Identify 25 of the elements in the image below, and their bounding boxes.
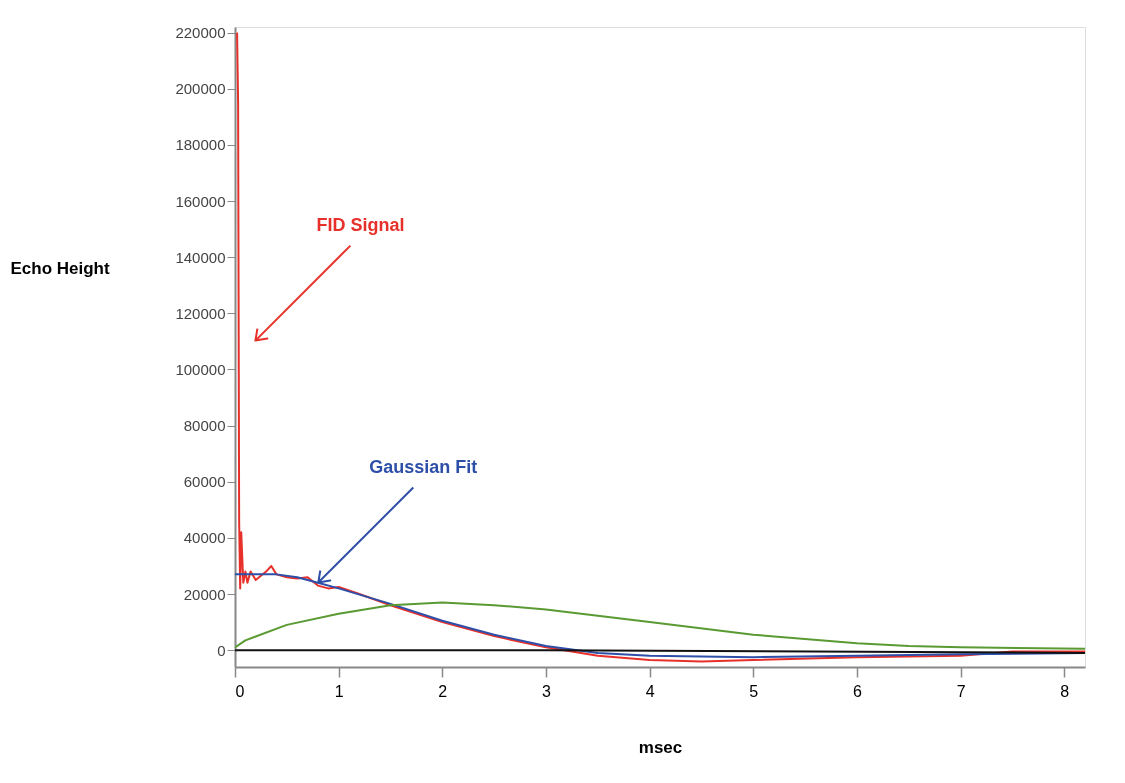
x-axis-title: msec [638, 737, 683, 757]
y-tick-label: 180000 [175, 136, 226, 154]
x-tick-label: 3 [542, 682, 552, 700]
y-axis-title: Echo Height [10, 258, 111, 278]
y-tick-label: 20000 [183, 585, 226, 603]
y-tick-label: 40000 [183, 529, 226, 547]
x-tick-label: 8 [1060, 682, 1070, 700]
y-tick-label: 120000 [175, 304, 226, 322]
y-tick-label: 200000 [175, 80, 226, 98]
y-tick-label: 140000 [175, 248, 226, 266]
x-tick-label: 2 [438, 682, 448, 700]
x-tick-label: 0 [235, 682, 245, 700]
y-tick-label: 60000 [183, 473, 226, 491]
x-tick-label: 4 [645, 682, 655, 700]
annotation: FID Signal [316, 214, 405, 235]
y-tick-label: 160000 [175, 192, 226, 210]
annotation: Gaussian Fit [369, 456, 478, 477]
x-tick-label: 6 [853, 682, 862, 700]
x-tick-label: 5 [749, 682, 759, 700]
y-tick-label: 0 [217, 641, 226, 659]
y-tick-label: 80000 [183, 417, 226, 435]
y-tick-label: 100000 [175, 360, 226, 378]
x-tick-label: 1 [334, 682, 344, 700]
y-tick-label: 220000 [175, 24, 226, 42]
x-tick-label: 7 [956, 682, 966, 700]
